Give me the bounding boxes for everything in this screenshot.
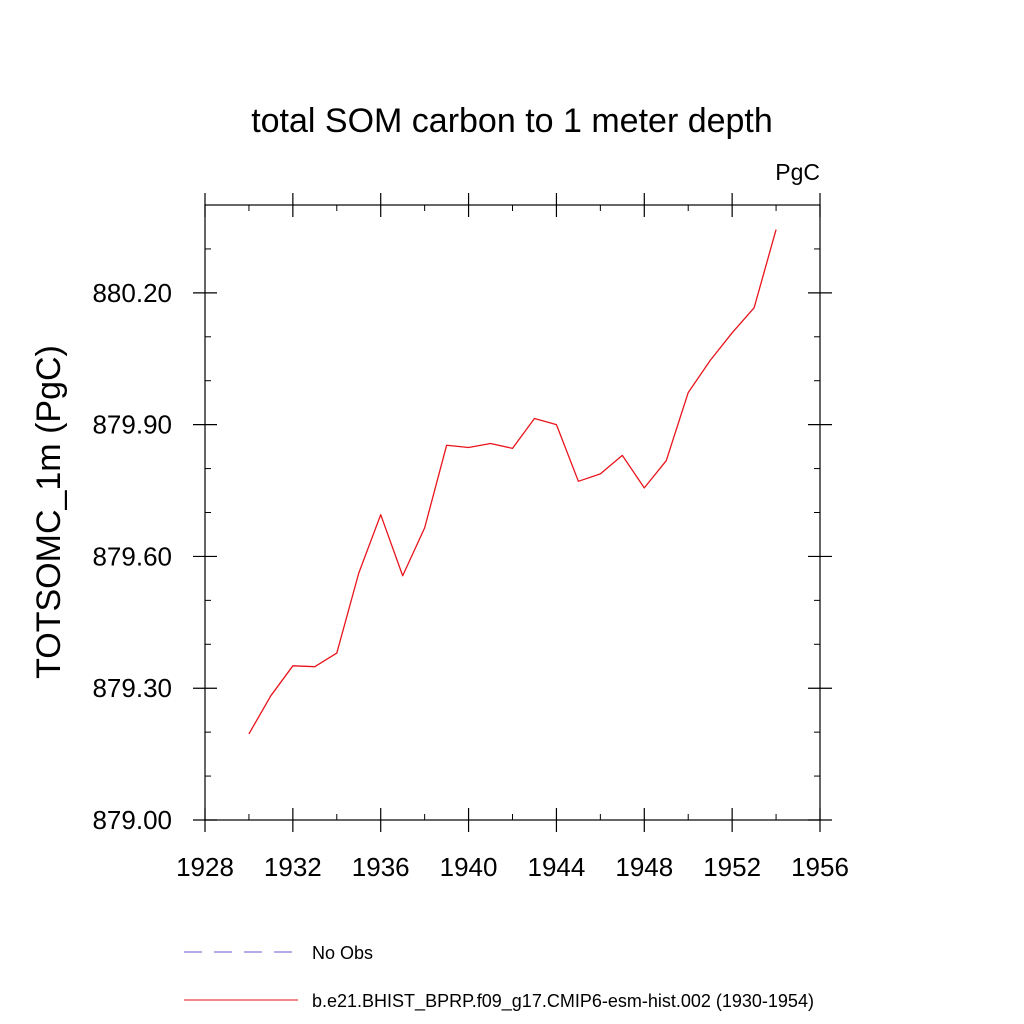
x-tick-label: 1932	[264, 852, 322, 882]
x-tick-label: 1956	[791, 852, 849, 882]
legend: No Obs b.e21.BHIST_BPRP.f09_g17.CMIP6-esm…	[184, 943, 814, 1012]
y-tick-label: 879.90	[92, 410, 172, 440]
x-tick-label: 1948	[615, 852, 673, 882]
legend-label: No Obs	[312, 943, 373, 963]
x-axis: 1928 1932 1936 1940 1944 1948 1952 1956	[176, 193, 849, 882]
chart-title: total SOM carbon to 1 meter depth	[251, 102, 773, 140]
x-tick-label: 1952	[703, 852, 761, 882]
x-tick-label: 1940	[440, 852, 498, 882]
units-label: PgC	[775, 159, 820, 185]
y-tick-label: 880.20	[92, 278, 172, 308]
series-layer	[248, 229, 777, 735]
x-tick-label: 1928	[176, 852, 234, 882]
y-tick-label: 879.00	[92, 805, 172, 835]
x-tick-label: 1944	[528, 852, 586, 882]
x-tick-label: 1936	[352, 852, 410, 882]
y-axis: 879.00 879.30 879.60 879.90 880.20	[92, 248, 832, 835]
legend-label: b.e21.BHIST_BPRP.f09_g17.CMIP6-esm-hist.…	[312, 991, 814, 1012]
y-tick-label: 879.30	[92, 673, 172, 703]
series-line	[248, 229, 777, 735]
y-axis-label: TOTSOMC_1m (PgC)	[30, 345, 68, 679]
plot-frame	[204, 204, 821, 821]
y-tick-label: 879.60	[92, 541, 172, 571]
